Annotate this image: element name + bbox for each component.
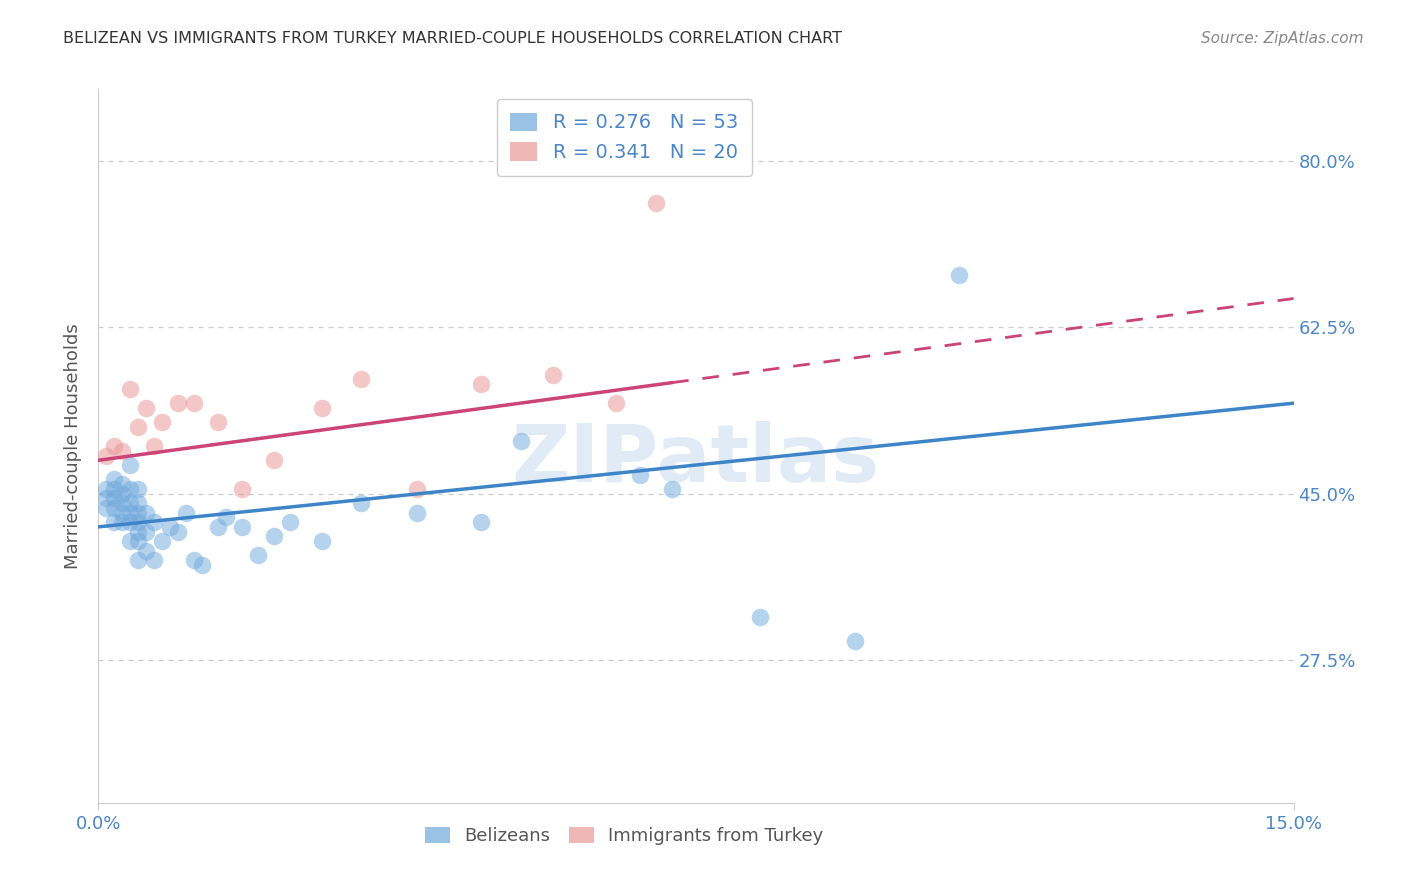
- Point: [470, 377, 492, 392]
- Point: [748, 610, 770, 624]
- Point: [311, 401, 333, 415]
- Point: [215, 510, 238, 524]
- Point: [103, 472, 125, 486]
- Point: [948, 268, 970, 282]
- Point: [207, 520, 229, 534]
- Point: [143, 439, 166, 453]
- Point: [120, 534, 142, 549]
- Point: [350, 496, 373, 510]
- Point: [143, 553, 166, 567]
- Point: [509, 434, 531, 449]
- Point: [127, 496, 149, 510]
- Point: [406, 482, 429, 496]
- Y-axis label: Married-couple Households: Married-couple Households: [65, 323, 83, 569]
- Point: [278, 515, 301, 529]
- Point: [111, 515, 134, 529]
- Point: [103, 515, 125, 529]
- Point: [111, 506, 134, 520]
- Point: [191, 558, 214, 572]
- Point: [127, 534, 149, 549]
- Point: [135, 506, 157, 520]
- Point: [135, 543, 157, 558]
- Point: [150, 534, 173, 549]
- Point: [127, 524, 149, 539]
- Point: [605, 396, 627, 410]
- Point: [120, 482, 142, 496]
- Point: [231, 520, 253, 534]
- Point: [844, 634, 866, 648]
- Point: [311, 534, 333, 549]
- Point: [135, 401, 157, 415]
- Point: [645, 196, 668, 211]
- Point: [96, 482, 118, 496]
- Point: [231, 482, 253, 496]
- Point: [103, 491, 125, 506]
- Point: [127, 420, 149, 434]
- Point: [150, 415, 173, 429]
- Point: [263, 453, 285, 467]
- Text: BELIZEAN VS IMMIGRANTS FROM TURKEY MARRIED-COUPLE HOUSEHOLDS CORRELATION CHART: BELIZEAN VS IMMIGRANTS FROM TURKEY MARRI…: [63, 31, 842, 46]
- Point: [111, 486, 134, 500]
- Point: [541, 368, 564, 382]
- Point: [111, 477, 134, 491]
- Point: [111, 443, 134, 458]
- Point: [406, 506, 429, 520]
- Point: [96, 500, 118, 515]
- Point: [661, 482, 683, 496]
- Point: [120, 458, 142, 472]
- Point: [183, 396, 205, 410]
- Legend: Belizeans, Immigrants from Turkey: Belizeans, Immigrants from Turkey: [416, 818, 832, 855]
- Point: [120, 515, 142, 529]
- Point: [207, 415, 229, 429]
- Point: [127, 553, 149, 567]
- Point: [167, 396, 190, 410]
- Point: [103, 500, 125, 515]
- Point: [127, 515, 149, 529]
- Point: [103, 439, 125, 453]
- Text: ZIPatlas: ZIPatlas: [512, 421, 880, 500]
- Point: [127, 482, 149, 496]
- Point: [143, 515, 166, 529]
- Point: [96, 491, 118, 506]
- Point: [103, 482, 125, 496]
- Point: [111, 496, 134, 510]
- Point: [183, 553, 205, 567]
- Point: [127, 506, 149, 520]
- Point: [135, 524, 157, 539]
- Point: [470, 515, 492, 529]
- Point: [120, 496, 142, 510]
- Point: [120, 382, 142, 396]
- Point: [628, 467, 651, 482]
- Point: [174, 506, 197, 520]
- Point: [120, 506, 142, 520]
- Point: [159, 520, 181, 534]
- Point: [350, 372, 373, 386]
- Point: [167, 524, 190, 539]
- Point: [246, 549, 269, 563]
- Point: [263, 529, 285, 543]
- Text: Source: ZipAtlas.com: Source: ZipAtlas.com: [1201, 31, 1364, 46]
- Point: [96, 449, 118, 463]
